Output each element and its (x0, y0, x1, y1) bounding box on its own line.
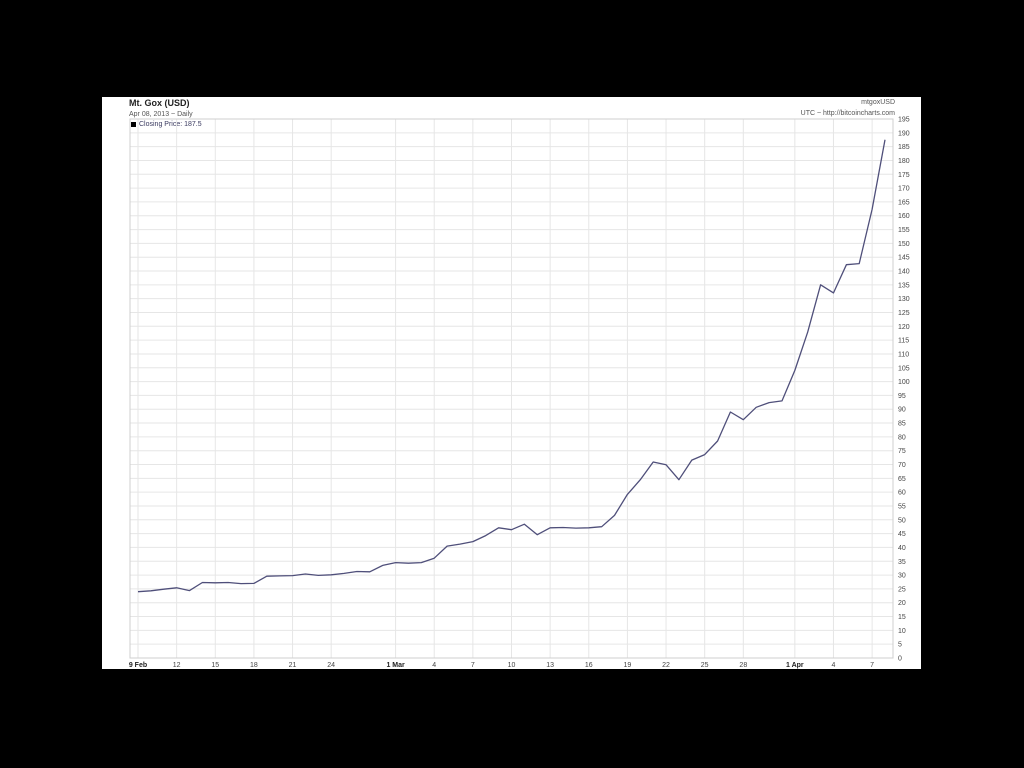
legend: Closing Price: 187.5 (131, 121, 202, 128)
chart-panel: Mt. Gox (USD) Apr 08, 2013 ~ Daily Closi… (102, 97, 921, 669)
y-tick-label: 20 (898, 600, 906, 607)
axes (129, 118, 894, 659)
x-tick-label: 1 Mar (386, 662, 405, 669)
y-tick-label: 190 (898, 130, 910, 137)
y-tick-label: 0 (898, 656, 902, 663)
y-tick-label: 65 (898, 476, 906, 483)
y-tick-label: 140 (898, 269, 910, 276)
y-tick-label: 180 (898, 158, 910, 165)
y-tick-label: 110 (898, 351, 909, 358)
y-tick-label: 150 (898, 241, 910, 248)
source-label: UTC ~ http://bitcoincharts.com (800, 110, 895, 117)
x-tick-label: 12 (173, 662, 181, 669)
y-tick-label: 170 (898, 186, 910, 193)
legend-label: Closing Price: 187.5 (139, 121, 202, 128)
x-axis-ticks: 9 Feb 12 15 18 21 24 1 Mar 4 7 10 13 16 19 22 25 28 1 Ap… (129, 662, 874, 669)
chart-title: Mt. Gox (USD) (129, 98, 190, 108)
y-tick-label: 70 (898, 462, 906, 469)
y-tick-label: 195 (898, 117, 910, 124)
y-tick-label: 85 (898, 421, 906, 428)
y-tick-label: 145 (898, 255, 910, 262)
y-tick-label: 155 (898, 227, 910, 234)
y-tick-label: 40 (898, 545, 906, 552)
y-tick-label: 135 (898, 282, 910, 289)
y-tick-label: 80 (898, 434, 906, 441)
y-tick-label: 125 (898, 310, 910, 317)
y-tick-label: 185 (898, 144, 910, 151)
x-tick-label: 7 (471, 662, 475, 669)
y-tick-label: 5 (898, 642, 902, 649)
y-tick-label: 115 (898, 338, 909, 345)
chart-subtitle: Apr 08, 2013 ~ Daily (129, 111, 193, 118)
plot-frame (129, 118, 894, 659)
y-tick-label: 10 (898, 628, 906, 635)
x-tick-label: 16 (585, 662, 593, 669)
y-tick-label: 30 (898, 573, 906, 580)
x-tick-label: 10 (508, 662, 516, 669)
y-tick-label: 60 (898, 490, 906, 497)
y-tick-label: 165 (898, 199, 910, 206)
legend-swatch (131, 122, 136, 127)
x-tick-label: 19 (624, 662, 632, 669)
y-tick-label: 105 (898, 365, 910, 372)
x-tick-label: 21 (289, 662, 297, 669)
y-tick-label: 35 (898, 559, 906, 566)
x-tick-label: 4 (432, 662, 436, 669)
y-tick-label: 75 (898, 448, 906, 455)
x-tick-label: 7 (870, 662, 874, 669)
y-tick-label: 25 (898, 586, 906, 593)
x-tick-label: 4 (832, 662, 836, 669)
y-tick-label: 100 (898, 379, 910, 386)
y-tick-label: 15 (898, 614, 906, 621)
y-tick-label: 95 (898, 393, 906, 400)
x-tick-label: 1 Apr (786, 662, 804, 669)
x-tick-label: 18 (250, 662, 258, 669)
x-tick-label: 22 (662, 662, 670, 669)
y-tick-label: 130 (898, 296, 910, 303)
x-tick-label: 15 (211, 662, 219, 669)
line-chart: 0 5 10 15 20 25 30 35 40 45 50 55 60 65 70 75 80 85 90 95 10… (129, 117, 910, 670)
series-line-closing-price (137, 139, 886, 593)
x-tick-label: 28 (739, 662, 747, 669)
series-closing-price (137, 139, 886, 593)
y-axis-ticks: 0 5 10 15 20 25 30 35 40 45 50 55 60 65 70 75 80 85 90 95 10… (898, 117, 910, 663)
y-tick-label: 50 (898, 517, 906, 524)
y-tick-label: 160 (898, 213, 910, 220)
grid-lines (130, 118, 893, 659)
x-tick-label: 24 (327, 662, 335, 669)
x-tick-label: 13 (546, 662, 554, 669)
y-tick-label: 120 (898, 324, 910, 331)
y-tick-label: 55 (898, 503, 906, 510)
x-tick-label: 25 (701, 662, 709, 669)
y-tick-label: 90 (898, 407, 906, 414)
symbol-label: mtgoxUSD (861, 99, 895, 106)
x-tick-label: 9 Feb (129, 662, 147, 669)
y-tick-label: 175 (898, 172, 910, 179)
y-tick-label: 45 (898, 531, 906, 538)
